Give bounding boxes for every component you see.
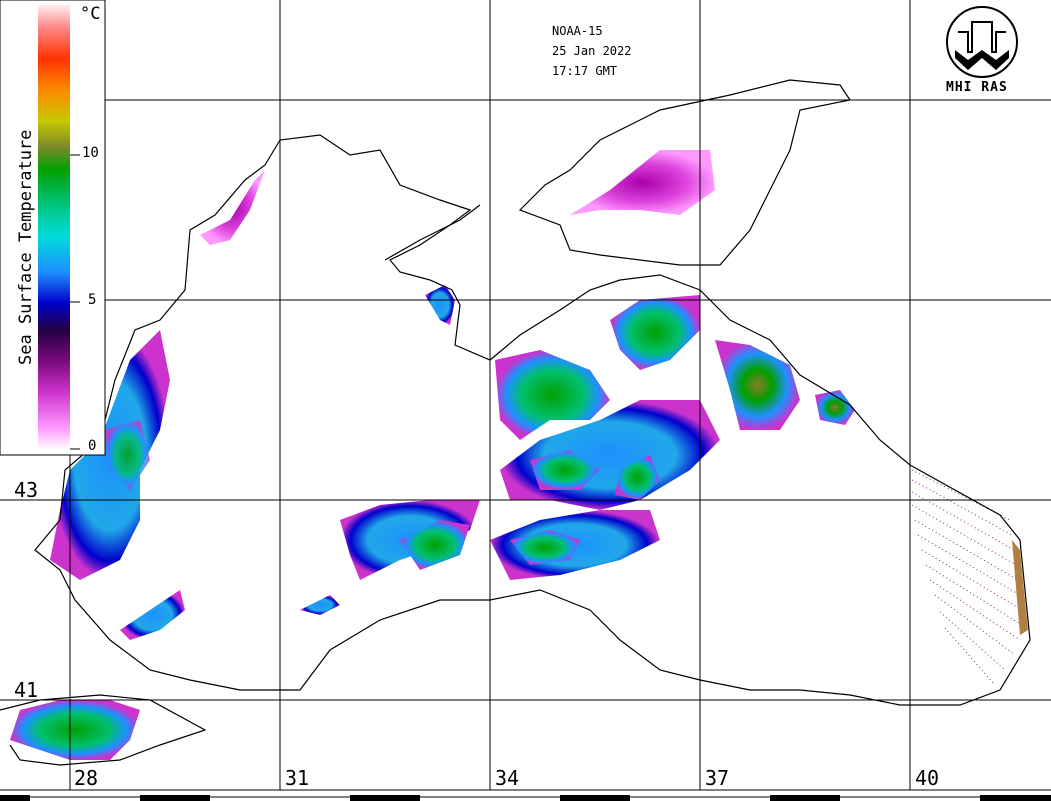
east-strip (1012, 540, 1028, 635)
logo-text: MHI RAS (946, 80, 1008, 95)
lon-label-28: 28 (74, 766, 99, 790)
colorbar-tick-10: 10 (82, 145, 99, 161)
acquisition-time: 17:17 GMT (552, 64, 618, 78)
colorbar-gradient (38, 5, 70, 450)
colorbar (0, 0, 106, 456)
lon-label-37: 37 (705, 766, 730, 790)
acquisition-date: 25 Jan 2022 (552, 44, 632, 58)
lon-label-31: 31 (285, 766, 310, 790)
lon-label-34: 34 (495, 766, 520, 790)
colorbar-tick-0: 0 (88, 438, 97, 454)
hatched-area (911, 469, 1023, 686)
colorbar-tick-5: 5 (88, 292, 97, 308)
lat-label-43: 43 (14, 478, 39, 502)
lat-label-41: 41 (14, 678, 39, 702)
sst-patches (10, 150, 855, 760)
border-tick-fills (0, 795, 1051, 801)
lon-label-40: 40 (915, 766, 940, 790)
colorbar-title: Sea Surface Temperature (16, 129, 36, 365)
satellite-name: NOAA-15 (552, 24, 603, 38)
colorbar-unit: °C (80, 4, 101, 24)
coastline (0, 79, 1031, 766)
mhi-ras-emblem-icon (946, 6, 1018, 78)
